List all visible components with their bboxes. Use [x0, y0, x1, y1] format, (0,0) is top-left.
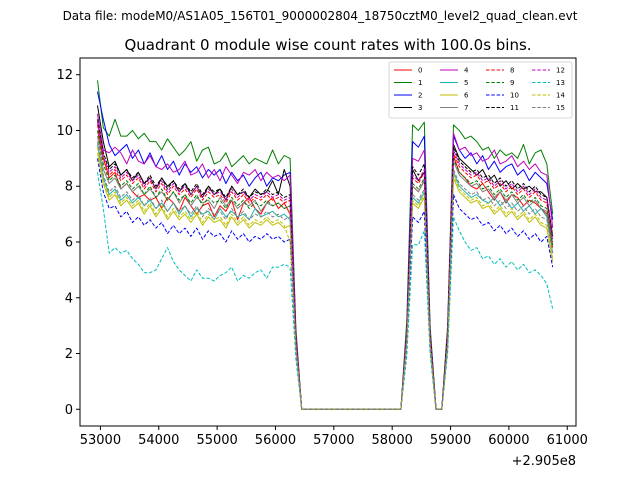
y-tick-label: 12 [56, 68, 73, 83]
x-tick-label: 59000 [430, 433, 471, 448]
x-tick-label: 55000 [196, 433, 237, 448]
tick-marks [76, 74, 568, 430]
x-offset-label: +2.905e8 [512, 454, 576, 469]
y-tick-label: 8 [65, 180, 73, 195]
legend-label: 1 [418, 79, 422, 87]
legend-label: 12 [556, 67, 565, 75]
chart-title: Quadrant 0 module wise count rates with … [124, 36, 531, 54]
tick-labels: 53000 54000 55000 56000 57000 58000 59000 60000… [56, 68, 587, 448]
legend-label: 5 [464, 79, 468, 87]
x-tick-label: 58000 [372, 433, 413, 448]
series-line-15 [97, 141, 554, 410]
legend-label: 9 [510, 79, 514, 87]
y-tick-label: 4 [65, 291, 73, 306]
legend-label: 11 [510, 104, 519, 112]
axes-frame [79, 57, 577, 427]
x-tick-label: 61000 [547, 433, 588, 448]
series-lines [97, 80, 554, 410]
legend-label: 14 [556, 92, 565, 100]
y-tick-label: 6 [65, 236, 73, 251]
legend-label: 2 [418, 92, 422, 100]
x-tick-label: 53000 [80, 433, 121, 448]
legend-label: 3 [418, 104, 422, 112]
x-tick-label: 57000 [313, 433, 354, 448]
y-tick-label: 10 [56, 124, 73, 139]
legend-label: 0 [418, 67, 422, 75]
legend-label: 15 [556, 104, 565, 112]
series-line-12 [97, 122, 554, 410]
legend-label: 13 [556, 79, 565, 87]
legend-label: 10 [510, 92, 519, 100]
y-tick-label: 0 [65, 403, 73, 418]
x-tick-label: 54000 [138, 433, 179, 448]
suptitle: Data file: modeM0/AS1A05_156T01_90000028… [63, 9, 578, 23]
y-tick-label: 2 [65, 347, 73, 362]
legend-box [388, 61, 573, 119]
legend-label: 7 [464, 104, 468, 112]
legend-label: 4 [464, 67, 469, 75]
x-tick-label: 60000 [488, 433, 529, 448]
x-tick-label: 56000 [255, 433, 296, 448]
legend-label: 8 [510, 67, 514, 75]
legend-label: 6 [464, 92, 469, 100]
